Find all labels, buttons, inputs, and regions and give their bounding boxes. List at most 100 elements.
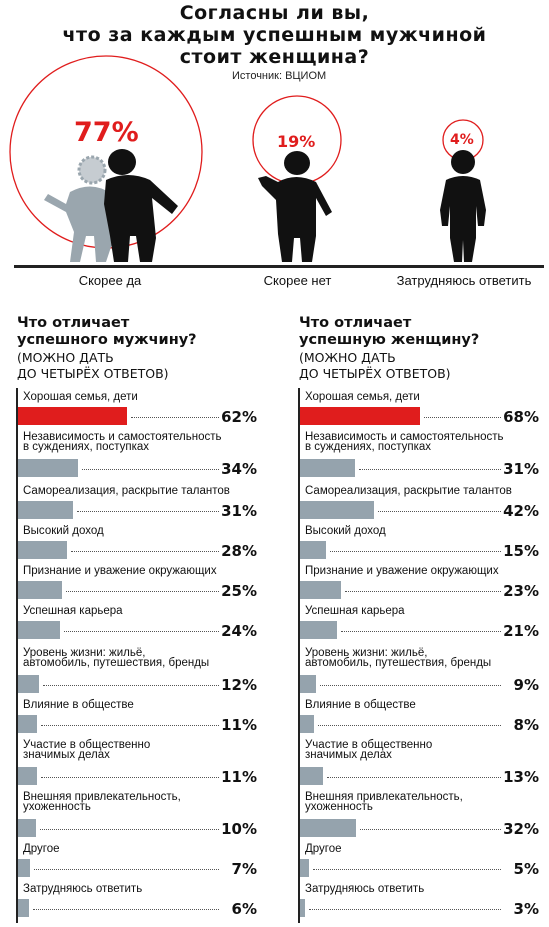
women-bar: [300, 581, 341, 599]
women-leader-line: [320, 685, 501, 686]
value-no: 19%: [277, 132, 316, 151]
bubble-chart: [9, 55, 486, 262]
men-leader-line: [82, 469, 219, 470]
men-bar: [18, 621, 60, 639]
men-value-label: 6%: [231, 900, 257, 918]
women-item-label: Хорошая семья, дети: [305, 391, 420, 403]
men-value-label: 62%: [221, 408, 257, 426]
women-item-label: Признание и уважение окружающих: [305, 565, 499, 577]
men-subtitle-line-2: ДО ЧЕТЫРЁХ ОТВЕТОВ): [17, 366, 169, 381]
men-item-label: Успешная карьера: [23, 605, 123, 617]
men-leader-line: [41, 725, 219, 726]
women-value-label: 31%: [503, 460, 539, 478]
label-unsure: Затрудняюсь ответить: [396, 273, 532, 288]
women-leader-line: [360, 829, 501, 830]
men-item-label: Независимость и самостоятельность: [23, 431, 222, 443]
men-value-label: 34%: [221, 460, 257, 478]
men-item-label: Уровень жизни: жильё,: [23, 647, 146, 659]
men-leader-line: [66, 591, 219, 592]
men-bar: [18, 715, 37, 733]
men-leader-line: [33, 909, 219, 910]
women-item-label: Другое: [305, 843, 342, 855]
women-item-label: Влияние в обществе: [305, 699, 416, 711]
women-leader-line: [341, 631, 501, 632]
women-axis-line: [298, 388, 300, 923]
men-value-label: 25%: [221, 582, 257, 600]
women-subtitle-line-2: ДО ЧЕТЫРЁХ ОТВЕТОВ): [299, 366, 451, 381]
men-bar: [18, 459, 78, 477]
women-value-label: 21%: [503, 622, 539, 640]
women-leader-line: [330, 551, 501, 552]
men-item-label: Участие в общественно: [23, 739, 151, 751]
women-bar: [300, 767, 323, 785]
women-bar: [300, 859, 309, 877]
chart-title-line-1: Согласны ли вы,: [179, 2, 370, 24]
women-leader-line: [359, 469, 501, 470]
men-value-label: 11%: [221, 768, 257, 786]
women-leader-line: [345, 591, 501, 592]
women-value-label: 15%: [503, 542, 539, 560]
women-leader-line: [327, 777, 501, 778]
men-axis-line: [16, 388, 18, 923]
women-value-label: 3%: [513, 900, 539, 918]
women-leader-line: [424, 417, 501, 418]
man-standing-icon: [440, 150, 486, 262]
man-figure-icon: [104, 149, 178, 262]
women-item-label: автомобиль, путешествия, бренды: [305, 657, 492, 669]
men-bar: [18, 407, 127, 425]
men-leader-line: [41, 777, 219, 778]
man-shrugging-icon: [258, 151, 332, 262]
women-item-label: Уровень жизни: жильё,: [305, 647, 428, 659]
men-leader-line: [40, 829, 219, 830]
men-item-label: ухоженность: [23, 801, 91, 813]
men-bar: [18, 767, 37, 785]
women-item-label: Успешная карьера: [305, 605, 405, 617]
women-bar: [300, 675, 316, 693]
women-bar: [300, 621, 337, 639]
women-leader-line: [318, 725, 501, 726]
men-leader-line: [131, 417, 219, 418]
women-value-label: 9%: [513, 676, 539, 694]
women-subtitle-line-1: (МОЖНО ДАТЬ: [299, 350, 396, 365]
women-value-label: 5%: [513, 860, 539, 878]
men-item-label: Затрудняюсь ответить: [23, 883, 143, 895]
women-value-label: 32%: [503, 820, 539, 838]
men-value-label: 11%: [221, 716, 257, 734]
men-item-label: Самореализация, раскрытие талантов: [23, 485, 230, 497]
men-leader-line: [64, 631, 219, 632]
baseline: [14, 265, 544, 268]
men-item-label: в суждениях, поступках: [23, 441, 150, 453]
women-item-label: Самореализация, раскрытие талантов: [305, 485, 512, 497]
women-item-label: Независимость и самостоятельность: [305, 431, 504, 443]
men-item-label: Влияние в обществе: [23, 699, 134, 711]
men-value-label: 10%: [221, 820, 257, 838]
women-bar: [300, 407, 420, 425]
women-item-label: Затрудняюсь ответить: [305, 883, 425, 895]
women-bar: [300, 899, 305, 917]
women-value-label: 13%: [503, 768, 539, 786]
label-yes: Скорее да: [78, 273, 142, 288]
value-yes: 77%: [74, 117, 139, 148]
men-item-label: Другое: [23, 843, 60, 855]
women-item-label: в суждениях, поступках: [305, 441, 432, 453]
women-item-label: Внешняя привлекательность,: [305, 791, 463, 803]
men-value-label: 31%: [221, 502, 257, 520]
men-item-label: автомобиль, путешествия, бренды: [23, 657, 210, 669]
men-value-label: 28%: [221, 542, 257, 560]
men-bar: [18, 859, 30, 877]
men-bar: [18, 501, 73, 519]
women-value-label: 68%: [503, 408, 539, 426]
men-item-label: значимых делах: [23, 749, 110, 761]
men-bar: [18, 675, 39, 693]
value-unsure: 4%: [450, 132, 474, 148]
women-bar: [300, 715, 314, 733]
men-leader-line: [34, 869, 219, 870]
women-bar: [300, 459, 355, 477]
woman-figure-icon: [44, 155, 116, 262]
chart-title-line-3: стоит женщина?: [179, 46, 370, 68]
men-leader-line: [77, 511, 219, 512]
women-item-label: ухоженность: [305, 801, 373, 813]
men-bar: [18, 899, 29, 917]
men-item-label: Признание и уважение окружающих: [23, 565, 217, 577]
men-title-line-1: Что отличает: [17, 315, 130, 331]
